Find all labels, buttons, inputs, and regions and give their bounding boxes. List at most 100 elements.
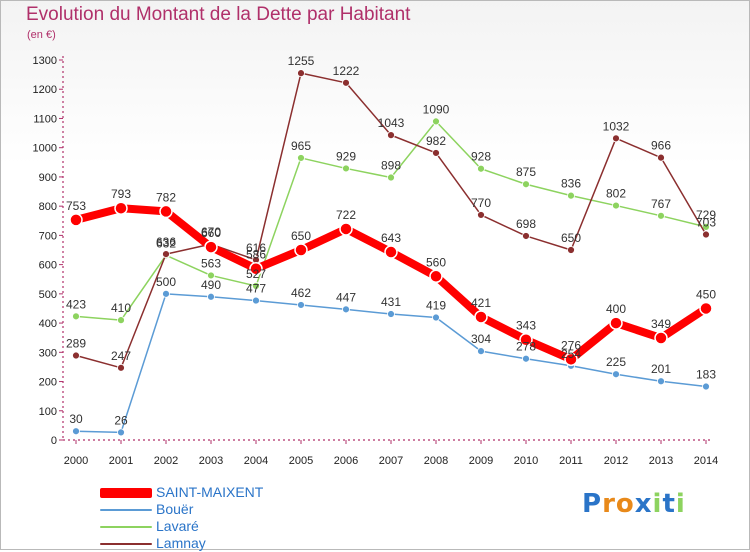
data-label-lavare: 729: [696, 208, 716, 222]
y-tick-label: 100: [39, 406, 57, 418]
data-label-saint-maixent: 586: [246, 248, 266, 262]
data-label-lamnay: 770: [471, 196, 491, 210]
proxiti-logo: Proxiti: [582, 489, 686, 519]
y-tick-label: 400: [39, 318, 57, 330]
data-point-lavare: [432, 117, 440, 126]
data-label-lamnay: 703: [696, 216, 716, 230]
data-point-saint-maixent: [339, 222, 353, 236]
x-tick-label: 2004: [244, 455, 268, 467]
y-tick-label: 700: [39, 230, 57, 242]
data-point-bouer: [252, 296, 260, 305]
data-label-bouer: 26: [114, 413, 128, 427]
data-label-lavare: 898: [381, 159, 401, 173]
data-label-saint-maixent: 660: [201, 226, 221, 240]
legend-label: Lamnay: [156, 535, 206, 551]
data-label-bouer: 419: [426, 299, 446, 313]
data-point-lavare: [612, 201, 620, 210]
data-label-lavare: 632: [156, 236, 176, 250]
data-point-saint-maixent: [609, 316, 623, 330]
data-label-saint-maixent: 560: [426, 255, 446, 269]
data-label-lavare: 929: [336, 149, 356, 163]
data-point-bouer: [342, 305, 350, 314]
data-label-lamnay: 966: [651, 139, 671, 153]
data-point-saint-maixent: [249, 261, 263, 276]
legend-swatch: [100, 542, 152, 545]
data-point-lamnay: [432, 149, 440, 157]
data-label-lavare: 410: [111, 301, 131, 315]
data-point-bouer: [117, 428, 125, 437]
data-point-bouer: [432, 313, 440, 322]
data-point-lamnay: [522, 232, 530, 240]
data-label-lavare: 928: [471, 150, 491, 164]
data-label-bouer: 201: [651, 362, 671, 376]
data-point-lamnay: [342, 78, 350, 87]
data-label-saint-maixent: 722: [336, 208, 356, 222]
data-point-saint-maixent: [699, 301, 713, 316]
data-point-lavare: [297, 154, 305, 162]
data-label-saint-maixent: 450: [696, 287, 716, 301]
data-point-bouer: [612, 370, 620, 379]
data-point-saint-maixent: [429, 269, 443, 284]
data-label-bouer: 304: [471, 332, 491, 346]
data-label-lamnay: 1032: [603, 119, 630, 133]
data-point-lavare: [702, 223, 710, 231]
x-tick-label: 2000: [64, 455, 88, 467]
data-label-lamnay: 698: [516, 217, 536, 231]
data-point-saint-maixent: [159, 204, 173, 219]
data-label-bouer: 225: [606, 355, 626, 369]
x-tick-label: 2005: [289, 455, 313, 467]
data-point-saint-maixent: [474, 310, 488, 324]
data-point-lamnay: [297, 69, 305, 78]
data-label-saint-maixent: 793: [111, 187, 131, 201]
x-tick-label: 2013: [649, 455, 673, 467]
y-tick-label: 300: [39, 347, 57, 359]
data-point-saint-maixent: [654, 331, 668, 345]
data-point-saint-maixent: [204, 240, 218, 254]
y-tick-label: 1300: [33, 55, 57, 67]
data-label-bouer: 183: [696, 368, 716, 382]
data-label-saint-maixent: 650: [291, 229, 311, 243]
chart-title: Evolution du Montant de la Dette par Hab…: [26, 4, 411, 25]
data-point-lavare: [477, 164, 485, 173]
legend-label: Bouër: [156, 501, 194, 517]
x-tick-label: 2009: [469, 455, 493, 467]
y-tick-label: 600: [39, 260, 57, 272]
data-label-lamnay: 670: [201, 225, 221, 239]
data-point-bouer: [522, 354, 530, 363]
data-point-lavare: [657, 211, 665, 220]
data-point-saint-maixent: [69, 213, 83, 227]
y-tick-label: 900: [39, 172, 57, 184]
data-point-saint-maixent: [294, 243, 308, 257]
data-label-bouer: 278: [516, 340, 536, 354]
data-label-lamnay: 982: [426, 134, 446, 148]
data-label-lavare: 423: [66, 297, 86, 311]
data-point-bouer: [387, 310, 395, 318]
legend-swatch: [100, 508, 152, 511]
data-label-lavare: 802: [606, 187, 626, 201]
data-label-saint-maixent: 643: [381, 231, 401, 245]
data-point-lamnay: [657, 153, 665, 162]
x-tick-label: 2011: [559, 455, 583, 467]
data-point-bouer: [72, 427, 80, 436]
y-tick-label: 1200: [33, 84, 57, 96]
data-point-bouer: [207, 292, 215, 301]
data-label-saint-maixent: 343: [516, 319, 536, 333]
data-point-bouer: [657, 377, 665, 386]
data-point-lamnay: [612, 134, 620, 143]
data-label-bouer: 447: [336, 290, 356, 304]
data-point-lamnay: [387, 131, 395, 140]
data-label-lavare: 965: [291, 139, 311, 153]
data-label-lavare: 563: [201, 256, 221, 270]
data-label-saint-maixent: 276: [561, 338, 581, 352]
data-label-lamnay: 1222: [333, 64, 360, 78]
x-tick-label: 2008: [424, 455, 448, 467]
x-tick-label: 2007: [379, 455, 403, 467]
data-label-bouer: 477: [246, 282, 266, 296]
x-tick-label: 2003: [199, 455, 223, 467]
y-tick-label: 500: [39, 289, 57, 301]
y-tick-label: 0: [51, 435, 57, 447]
x-tick-label: 2002: [154, 455, 178, 467]
x-tick-label: 2010: [514, 455, 538, 467]
data-label-lamnay: 636: [156, 235, 176, 249]
